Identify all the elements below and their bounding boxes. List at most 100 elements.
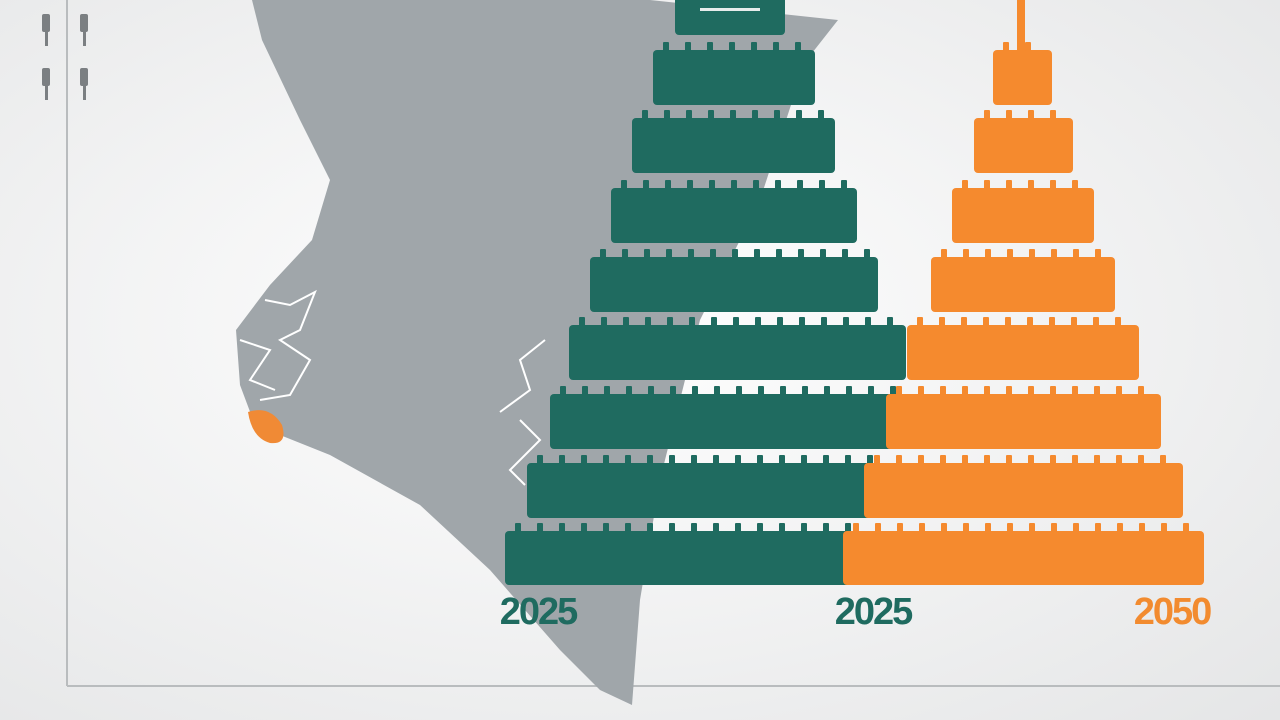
bar-peg bbox=[713, 455, 719, 464]
bar-peg bbox=[801, 523, 807, 532]
bar-peg bbox=[642, 110, 648, 119]
bar-peg bbox=[1073, 249, 1079, 258]
bar-peg bbox=[1051, 523, 1057, 532]
bar-peg bbox=[985, 523, 991, 532]
bar-peg bbox=[1051, 249, 1057, 258]
bar-peg bbox=[868, 386, 874, 395]
bar-peg bbox=[774, 110, 780, 119]
bar-peg bbox=[1139, 523, 1145, 532]
bar-peg bbox=[777, 317, 783, 326]
bar-peg bbox=[582, 386, 588, 395]
bar-peg bbox=[1138, 455, 1144, 464]
bar-peg bbox=[1116, 386, 1122, 395]
bar-peg bbox=[1006, 180, 1012, 189]
bar-peg bbox=[714, 386, 720, 395]
bar-peg bbox=[1094, 386, 1100, 395]
year-label: 2025 bbox=[835, 591, 913, 633]
bar-peg bbox=[962, 386, 968, 395]
pyramid-spike bbox=[1017, 0, 1025, 50]
pyramid-bar bbox=[886, 394, 1161, 449]
bar-peg bbox=[735, 455, 741, 464]
bar-peg bbox=[691, 455, 697, 464]
map-shape bbox=[236, 0, 838, 705]
bar-peg bbox=[579, 317, 585, 326]
bar-accent bbox=[700, 8, 760, 11]
bar-peg bbox=[663, 42, 669, 51]
bar-peg bbox=[887, 317, 893, 326]
bar-peg bbox=[560, 386, 566, 395]
bar-peg bbox=[897, 523, 903, 532]
bar-peg bbox=[941, 249, 947, 258]
bar-peg bbox=[537, 523, 543, 532]
pyramid-bar bbox=[611, 188, 857, 243]
bar-peg bbox=[775, 180, 781, 189]
bar-peg bbox=[621, 180, 627, 189]
bar-peg bbox=[941, 523, 947, 532]
bar-peg bbox=[626, 386, 632, 395]
bar-peg bbox=[864, 249, 870, 258]
bar-peg bbox=[1161, 523, 1167, 532]
pyramid-bar bbox=[550, 394, 900, 449]
bar-peg bbox=[1160, 455, 1166, 464]
bar-peg bbox=[1072, 386, 1078, 395]
bar-peg bbox=[537, 455, 543, 464]
pyramids bbox=[505, 0, 1204, 585]
bar-peg bbox=[1183, 523, 1189, 532]
bar-peg bbox=[842, 249, 848, 258]
bar-peg bbox=[603, 455, 609, 464]
bar-peg bbox=[802, 386, 808, 395]
bar-peg bbox=[841, 180, 847, 189]
bar-peg bbox=[1115, 317, 1121, 326]
bar-peg bbox=[823, 523, 829, 532]
bar-peg bbox=[625, 523, 631, 532]
bar-peg bbox=[1050, 110, 1056, 119]
bar-peg bbox=[797, 180, 803, 189]
bar-peg bbox=[940, 386, 946, 395]
bar-peg bbox=[731, 180, 737, 189]
bar-peg bbox=[821, 317, 827, 326]
bar-peg bbox=[984, 180, 990, 189]
pyramid-bar bbox=[864, 463, 1183, 518]
bar-peg bbox=[1028, 455, 1034, 464]
bar-peg bbox=[853, 523, 859, 532]
bar-peg bbox=[1029, 249, 1035, 258]
bar-peg bbox=[865, 317, 871, 326]
bar-peg bbox=[820, 249, 826, 258]
bar-peg bbox=[686, 110, 692, 119]
bar-peg bbox=[875, 523, 881, 532]
bar-peg bbox=[917, 317, 923, 326]
bar-peg bbox=[708, 110, 714, 119]
bar-peg bbox=[736, 386, 742, 395]
bar-peg bbox=[1007, 249, 1013, 258]
bar-peg bbox=[846, 386, 852, 395]
bar-peg bbox=[983, 317, 989, 326]
bar-peg bbox=[559, 523, 565, 532]
bar-peg bbox=[962, 180, 968, 189]
bar-peg bbox=[669, 523, 675, 532]
bar-peg bbox=[647, 523, 653, 532]
bar-peg bbox=[1005, 317, 1011, 326]
bar-peg bbox=[1049, 317, 1055, 326]
bar-peg bbox=[1116, 455, 1122, 464]
bar-peg bbox=[692, 386, 698, 395]
bar-peg bbox=[962, 455, 968, 464]
bar-peg bbox=[1095, 249, 1101, 258]
bar-peg bbox=[623, 317, 629, 326]
bar-peg bbox=[753, 180, 759, 189]
bar-peg bbox=[559, 455, 565, 464]
pyramid-bar bbox=[974, 118, 1073, 173]
bar-peg bbox=[795, 42, 801, 51]
bar-peg bbox=[1072, 455, 1078, 464]
bar-peg bbox=[625, 455, 631, 464]
bar-peg bbox=[1117, 523, 1123, 532]
pyramid-bar bbox=[952, 188, 1094, 243]
bar-peg bbox=[1025, 42, 1031, 51]
pyramid-bar bbox=[993, 50, 1052, 105]
bar-peg bbox=[1028, 386, 1034, 395]
bar-peg bbox=[685, 42, 691, 51]
bar-peg bbox=[707, 42, 713, 51]
bar-peg bbox=[754, 249, 760, 258]
bar-peg bbox=[940, 455, 946, 464]
bar-peg bbox=[622, 249, 628, 258]
